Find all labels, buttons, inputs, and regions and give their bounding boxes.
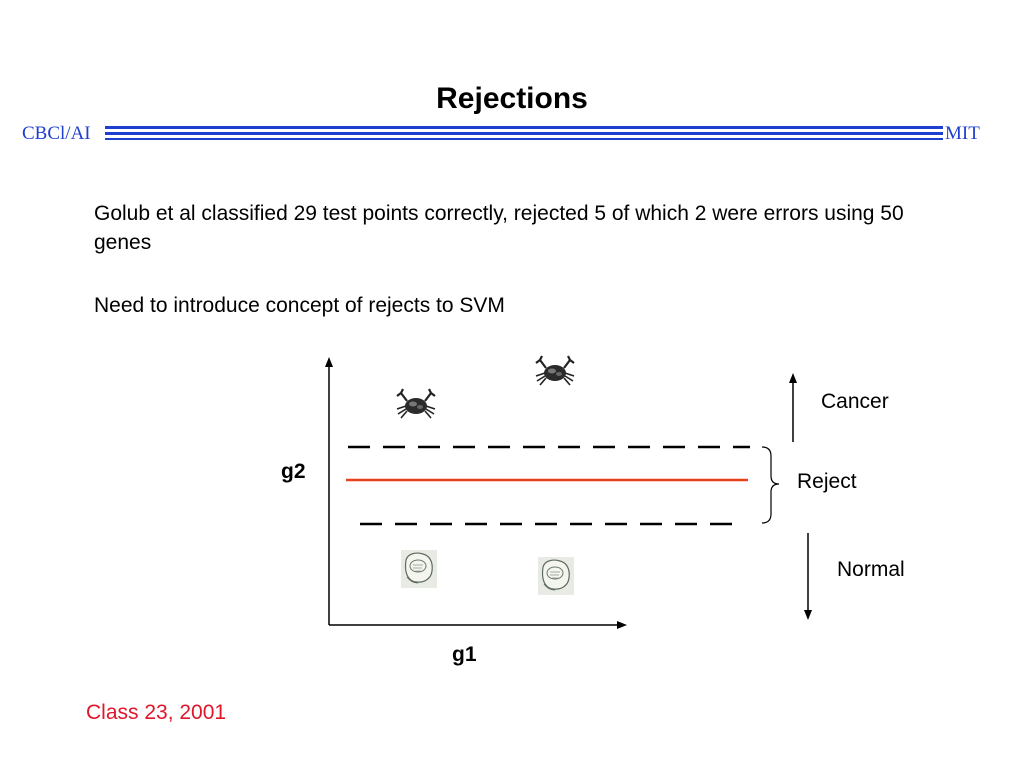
body-paragraph-2: Need to introduce concept of rejects to …: [94, 294, 505, 317]
crab-icon: [395, 387, 437, 420]
x-axis-label: g1: [452, 643, 477, 666]
normal-cell-icon: [537, 556, 575, 596]
body-paragraph-1: Golub et al classified 29 test points co…: [94, 202, 904, 254]
crab-icon: [534, 354, 576, 387]
slide-title: Rejections: [436, 82, 588, 115]
normal-cell-icon: [400, 549, 438, 589]
header-right-label: MIT: [945, 123, 980, 144]
footer-class-label: Class 23, 2001: [86, 701, 227, 724]
cancer-region-label: Cancer: [821, 390, 889, 413]
header-rule: [105, 126, 943, 140]
y-axis-label: g2: [281, 460, 306, 483]
reject-region-label: Reject: [797, 470, 857, 493]
reject-brace-icon: [761, 446, 780, 524]
header-left-label: CBCl/AI: [22, 123, 91, 144]
normal-region-label: Normal: [837, 558, 905, 581]
